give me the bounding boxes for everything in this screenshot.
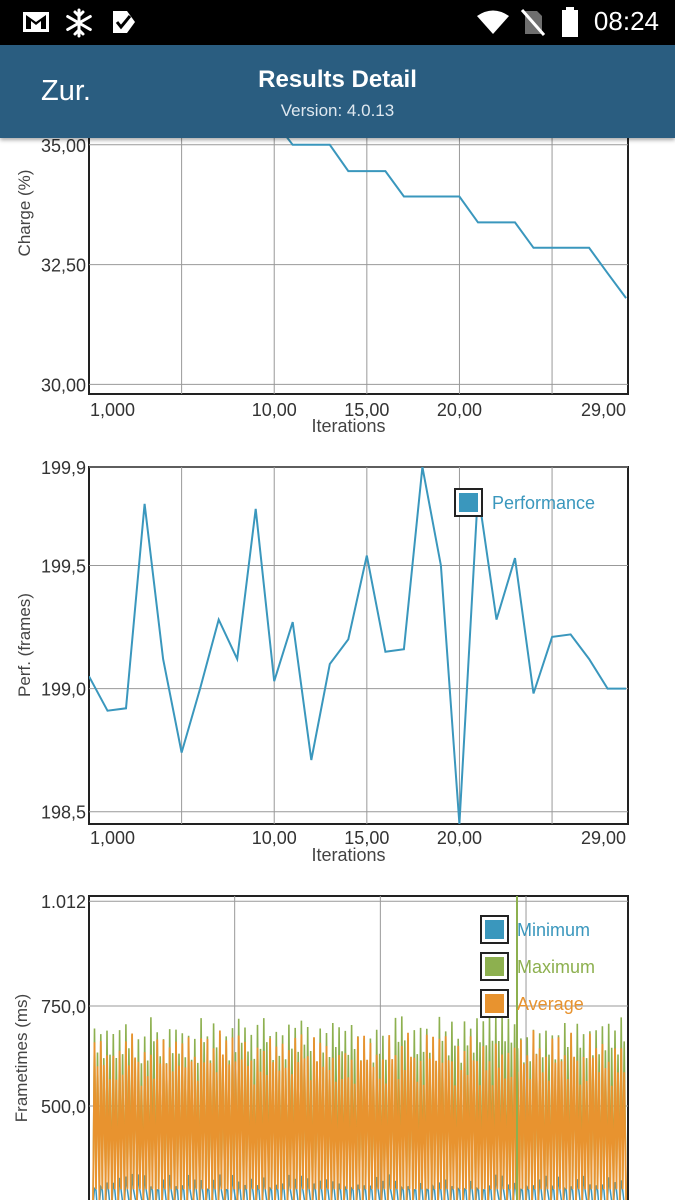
gmail-icon (23, 12, 49, 32)
plot-frame (88, 138, 629, 395)
chart-2: 199,9 199,5 199,0 198,51,000 10,00 15,00 20,00… (15, 458, 629, 865)
y-tick-label: 1.012 (41, 892, 86, 912)
status-bar: 08:24 (0, 0, 675, 45)
version-label: Version: 4.0.13 (280, 101, 395, 120)
y-tick-label: 32,50 (41, 256, 86, 276)
legend-swatch (485, 994, 504, 1013)
y-axis-label: Perf. (frames) (15, 593, 34, 697)
status-time: 08:24 (593, 6, 659, 36)
y-tick-label: 250,0 (41, 1197, 86, 1200)
series-line (89, 467, 627, 824)
battery-icon (562, 7, 578, 37)
plot-frame (88, 466, 629, 825)
y-axis-label: Charge (%) (15, 170, 34, 257)
chart-3: 1.012 750,0 500,0 250,0 Frametimes (ms) Minim… (12, 892, 629, 1200)
x-tick-label: 20,00 (437, 400, 482, 420)
snowflake-icon (66, 8, 92, 38)
y-tick-label: 750,0 (41, 997, 86, 1017)
y-tick-label: 35,00 (41, 138, 86, 156)
legend-label: Minimum (517, 920, 590, 940)
x-tick-label: 29,00 (581, 828, 626, 848)
x-tick-label: 1,000 (90, 400, 135, 420)
series-line (286, 138, 627, 299)
legend-swatch (459, 493, 478, 512)
y-tick-label: 198,5 (41, 803, 86, 823)
legend-label: Performance (492, 493, 595, 513)
y-axis-label: Frametimes (ms) (12, 994, 31, 1122)
page-title: Results Detail (258, 66, 417, 93)
plot-area (89, 467, 627, 824)
legend-label: Maximum (517, 957, 595, 977)
no-sim-icon (520, 9, 546, 36)
y-tick-label: 500,0 (41, 1097, 86, 1117)
x-tick-label: 20,00 (437, 828, 482, 848)
x-tick-label: 15,00 (344, 828, 389, 848)
x-tick-label: 10,00 (252, 828, 297, 848)
app-header: Zur. Results Detail Version: 4.0.13 (0, 45, 675, 138)
plot-area (92, 896, 628, 1200)
x-tick-label: 15,00 (344, 400, 389, 420)
series-average (92, 1030, 628, 1200)
x-tick-label: 29,00 (581, 400, 626, 420)
y-tick-label: 199,5 (41, 556, 86, 576)
y-tick-label: 199,9 (41, 458, 86, 478)
legend-swatch (485, 957, 504, 976)
x-axis-label: Iterations (311, 416, 385, 436)
y-tick-label: 199,0 (41, 680, 86, 700)
x-tick-label: 1,000 (90, 828, 135, 848)
check-badge-icon (113, 11, 135, 33)
y-tick-label: 30,00 (41, 375, 86, 395)
back-button[interactable]: Zur. (41, 75, 91, 107)
x-tick-label: 10,00 (252, 400, 297, 420)
wifi-icon (477, 10, 509, 34)
legend-label: Average (517, 994, 584, 1014)
results-content[interactable]: 35,00 32,50 30,00 1,000 10,00 15,00 20,00 29,00… (0, 138, 675, 1200)
x-axis-label: Iterations (311, 845, 385, 865)
plot-area (286, 138, 627, 299)
legend-swatch (485, 920, 504, 939)
chart-1: 35,00 32,50 30,001,000 10,00 15,00 20,00 29,00… (15, 138, 629, 436)
